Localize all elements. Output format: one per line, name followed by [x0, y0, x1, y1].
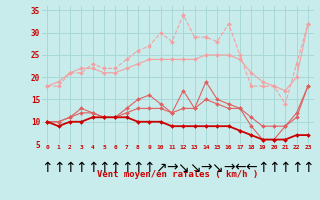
X-axis label: Vent moyen/en rafales ( km/h ): Vent moyen/en rafales ( km/h )	[97, 170, 258, 179]
